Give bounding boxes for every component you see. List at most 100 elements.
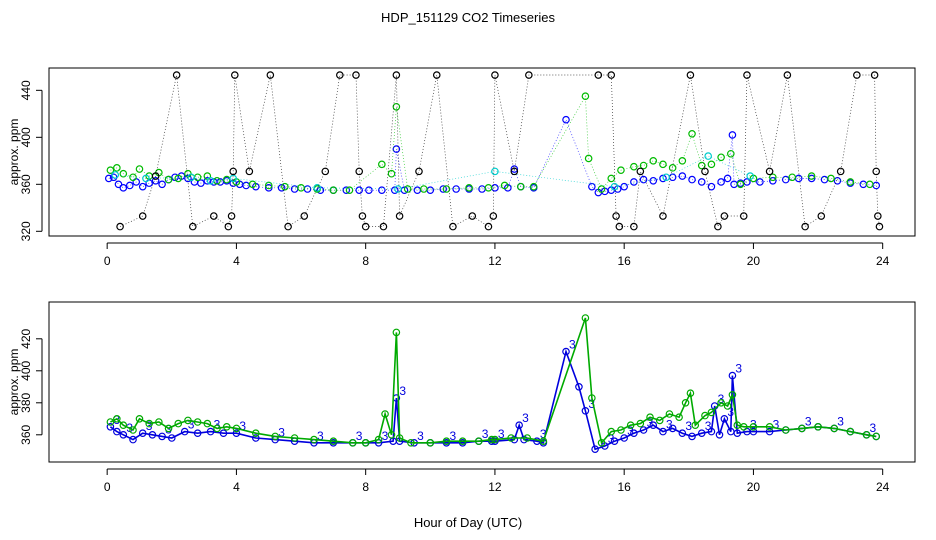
top-green-point [420, 185, 428, 193]
top-green-point [297, 184, 305, 192]
top-black-point [714, 222, 722, 231]
bottom-green-point [523, 434, 532, 442]
top-blue-point [242, 181, 250, 190]
top-black-point [336, 71, 344, 79]
bottom-blue-point [749, 427, 758, 436]
top-green-point [135, 165, 144, 173]
top-blue-point [620, 182, 628, 191]
top-black-point [415, 167, 423, 176]
bottom-green-point [487, 435, 496, 444]
top-blue-point [678, 172, 687, 180]
bottom-blue-point [148, 430, 157, 439]
top-black-point [300, 212, 309, 220]
top-green-point [193, 173, 202, 182]
top-x-tick-label: 24 [876, 254, 890, 268]
bottom-x-tick-label: 24 [876, 480, 890, 494]
top-blue-point [833, 176, 842, 185]
bottom-green-point [193, 418, 202, 426]
top-cyan-point [491, 167, 499, 176]
bottom-x-tick-label: 12 [488, 480, 502, 494]
top-blue-point [452, 185, 460, 193]
bottom-green-point [691, 421, 700, 430]
bottom-blue-point-label: 3 [685, 419, 692, 433]
top-black-point [801, 222, 809, 231]
top-black-point [630, 222, 638, 231]
bottom-green-point [862, 430, 871, 439]
bottom-green-point [588, 394, 596, 402]
bottom-green-point [135, 414, 144, 423]
bottom-green-point [145, 419, 153, 428]
top-black-point [765, 167, 774, 176]
top-blue-point [151, 176, 160, 185]
bottom-green-point [426, 438, 435, 447]
bottom-green-point [717, 398, 725, 407]
bottom-blue-point [707, 427, 716, 436]
bottom-blue-point [138, 429, 147, 438]
top-blue-point [756, 178, 764, 186]
bottom-blue-point-label: 3 [356, 429, 363, 443]
bottom-blue-point [688, 432, 696, 441]
bottom-blue-point-label: 3 [750, 418, 757, 432]
top-black-point [875, 222, 884, 231]
bottom-green-point [872, 432, 881, 441]
bottom-green-point [665, 410, 674, 418]
bottom-blue-point [193, 429, 202, 438]
bottom-green-point [701, 411, 709, 420]
bottom-green-point [607, 427, 616, 436]
top-black-point [355, 167, 364, 176]
bottom-green-point [381, 410, 389, 418]
top-black-point [836, 167, 845, 176]
bottom-green-point [392, 328, 401, 337]
top-series-black-line [119, 74, 880, 228]
bottom-blue-point-label: 3 [588, 397, 595, 411]
bottom-blue-point-label: 3 [498, 427, 505, 441]
top-x-tick-label: 8 [362, 254, 369, 268]
top-green-point [846, 178, 855, 186]
top-green-point [584, 154, 593, 163]
top-blue-point [872, 181, 881, 190]
bottom-blue-point-label: 3 [666, 418, 673, 432]
top-black-point [231, 71, 239, 79]
bottom-blue-point-label: 3 [727, 405, 734, 419]
bottom-green-point [129, 426, 137, 434]
bottom-x-tick-label: 8 [362, 480, 369, 494]
bottom-blue-point [733, 429, 742, 438]
bottom-panel-x-axis: 0 4 8 12 16 20 24 [104, 468, 890, 494]
top-blue-point [743, 178, 751, 186]
top-black-point [172, 71, 181, 79]
bottom-green-point [646, 413, 654, 422]
top-black-point [872, 167, 881, 176]
top-black-point [361, 222, 370, 231]
top-black-point [392, 71, 401, 79]
top-black-point [224, 222, 233, 231]
top-black-point [874, 212, 882, 220]
bottom-green-point [119, 421, 128, 430]
top-green-point [387, 169, 396, 178]
top-green-point [659, 160, 667, 169]
top-cyan-point [206, 176, 215, 185]
top-green-point [630, 162, 638, 171]
bottom-green-point [539, 437, 548, 446]
bottom-green-point [203, 419, 212, 428]
top-green-point [403, 185, 412, 193]
top-blue-point [510, 165, 519, 173]
top-black-point [432, 71, 441, 79]
top-black-point [352, 71, 360, 79]
top-blue-point [104, 174, 113, 183]
top-green-point [727, 149, 735, 158]
top-black-point [853, 71, 861, 79]
bottom-blue-point-label: 3 [399, 384, 406, 398]
bottom-blue-point [581, 406, 590, 415]
bottom-green-point [387, 430, 396, 439]
bottom-blue-point-label: 3 [522, 411, 529, 425]
top-blue-point [649, 176, 658, 185]
top-y-tick-label: 360 [19, 174, 33, 194]
top-black-point [484, 222, 493, 231]
bottom-blue-point [562, 347, 570, 356]
top-black-point [209, 212, 218, 220]
top-black-point [615, 222, 624, 231]
top-black-point [783, 71, 792, 79]
top-green-point [788, 173, 797, 182]
bottom-blue-point-label: 3 [647, 416, 654, 430]
